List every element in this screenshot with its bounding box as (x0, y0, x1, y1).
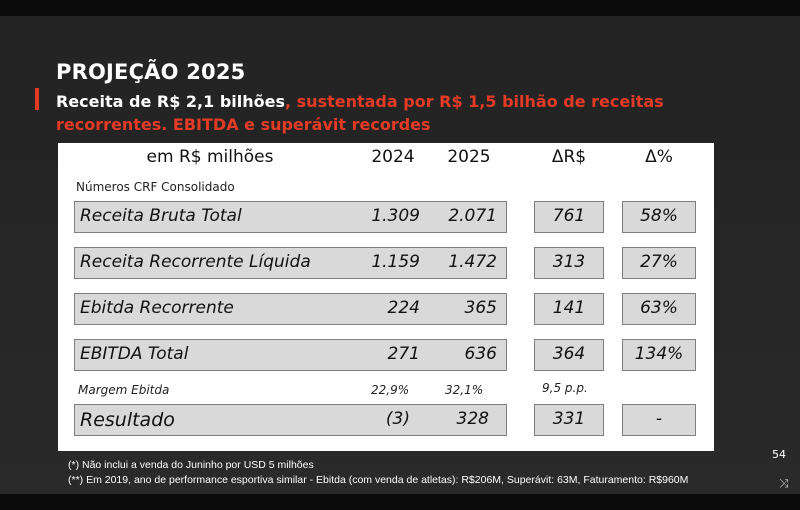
margin-delta: 9,5 p.p. (542, 381, 588, 395)
page-number: 54 (772, 448, 786, 461)
row-label: EBITDA Total (80, 344, 189, 364)
margin-label: Margem Ebitda (78, 383, 170, 397)
row-value-2025: 2.071 (448, 206, 497, 226)
slide-heading: PROJEÇÃO 2025 (56, 60, 246, 84)
margin-2024: 22,9% (371, 383, 410, 397)
bottom-bar (0, 494, 800, 510)
row-value-pct: 27% (640, 252, 678, 272)
data-table-panel: em R$ milhões 2024 2025 ΔR$ Δ% Números C… (58, 143, 714, 451)
row-box-delta (534, 201, 604, 233)
row-label: Receita Recorrente Líquida (80, 252, 311, 272)
row-value-pct: 58% (640, 206, 678, 226)
result-pct: - (655, 409, 663, 429)
result-box-main (74, 404, 507, 436)
row-box-pct (622, 247, 696, 279)
footnote: (**) Em 2019, ano de performance esporti… (68, 474, 689, 486)
slide-subtitle: Receita de R$ 2,1 bilhões, sustentada po… (56, 90, 776, 136)
row-value-pct: 134% (634, 344, 684, 364)
subtitle-red-part: , sustentada por R$ 1,5 bilhão de receit… (56, 92, 664, 134)
row-box-delta (534, 339, 604, 371)
margin-2025: 32,1% (445, 383, 484, 397)
row-box-main (74, 201, 507, 233)
top-bar (0, 0, 800, 16)
row-box-delta (534, 247, 604, 279)
subtitle-white-part: Receita de R$ 2,1 bilhões (56, 92, 285, 111)
result-2025: 328 (456, 409, 489, 429)
result-delta: 331 (552, 409, 586, 429)
row-box-delta (534, 293, 604, 325)
row-value-2025: 636 (464, 344, 497, 364)
result-2024: (3) (385, 409, 410, 429)
header-2024: 2024 (371, 147, 415, 167)
header-delta-pct: Δ% (645, 147, 673, 167)
row-box-main (74, 339, 507, 371)
result-label: Resultado (80, 409, 175, 431)
row-value-2024: 1.159 (371, 252, 420, 272)
row-value-delta: 761 (552, 206, 586, 226)
row-value-2024: 271 (387, 344, 420, 364)
row-box-main (74, 293, 507, 325)
row-value-pct: 63% (640, 298, 678, 318)
row-value-delta: 313 (552, 252, 586, 272)
row-box-main (74, 247, 507, 279)
result-box-pct (622, 404, 696, 436)
row-box-pct (622, 201, 696, 233)
row-label: Receita Bruta Total (80, 206, 242, 226)
row-label: Ebitda Recorrente (80, 298, 234, 318)
header-delta-rs: ΔR$ (551, 147, 587, 167)
row-value-delta: 364 (552, 344, 586, 364)
result-box-delta (534, 404, 604, 436)
accent-bar (35, 88, 39, 110)
row-box-pct (622, 293, 696, 325)
row-box-pct (622, 339, 696, 371)
footnote: (*) Não inclui a venda do Juninho por US… (68, 459, 314, 471)
row-value-2025: 365 (464, 298, 497, 318)
header-unit: em R$ milhões (146, 147, 274, 167)
header-2025: 2025 (447, 147, 491, 167)
row-value-delta: 141 (552, 298, 586, 318)
section-label: Números CRF Consolidado (76, 180, 235, 194)
shuffle-icon[interactable]: ⤨ (779, 476, 789, 490)
row-value-2024: 224 (387, 298, 420, 318)
row-value-2024: 1.309 (371, 206, 420, 226)
row-value-2025: 1.472 (448, 252, 497, 272)
